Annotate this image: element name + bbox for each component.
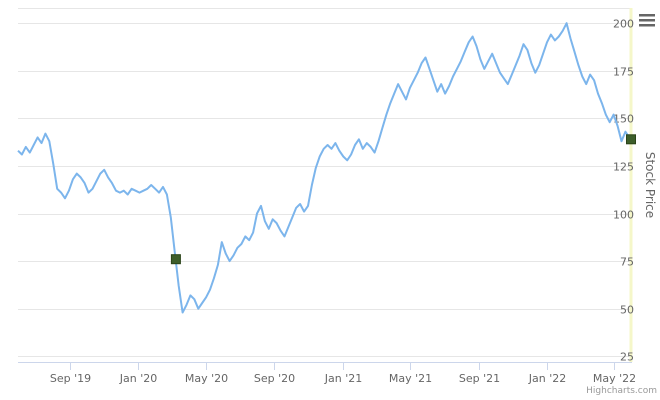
x-tick-label: Jan '22 xyxy=(528,372,566,385)
price-series-line xyxy=(17,22,631,314)
price-marker[interactable] xyxy=(626,134,636,145)
y-axis-label: Stock Price xyxy=(643,152,657,218)
y-tick-label: 75 xyxy=(620,256,634,269)
y-tick-label: 50 xyxy=(620,304,634,317)
grid-lines xyxy=(18,8,631,357)
x-tick-label: Sep '19 xyxy=(50,372,91,385)
y-axis-ticks: 25 50 75 100 125 150 175 200 xyxy=(613,18,634,364)
chart-credit[interactable]: Highcharts.com xyxy=(586,386,657,396)
price-marker[interactable] xyxy=(170,254,181,265)
x-tick-label: May '20 xyxy=(185,372,228,385)
y-tick-label: 125 xyxy=(613,161,634,174)
price-markers xyxy=(170,134,636,265)
x-tick-label: May '22 xyxy=(593,372,636,385)
y-tick-label: 100 xyxy=(613,209,634,222)
x-tick-label: Jan '20 xyxy=(119,372,157,385)
hamburger-menu-icon[interactable] xyxy=(637,11,657,29)
x-tick-label: Jan '21 xyxy=(324,372,362,385)
x-tick-label: Sep '20 xyxy=(254,372,295,385)
y-tick-label: 200 xyxy=(613,18,634,31)
y-tick-label: 150 xyxy=(613,113,634,126)
x-tick-label: Sep '21 xyxy=(459,372,500,385)
y-tick-label: 25 xyxy=(620,351,634,364)
x-axis-ticks: Sep '19 Jan '20 May '20 Sep '20 Jan '21 May '… xyxy=(50,362,636,385)
x-tick-label: May '21 xyxy=(389,372,432,385)
y-tick-label: 175 xyxy=(613,66,634,79)
